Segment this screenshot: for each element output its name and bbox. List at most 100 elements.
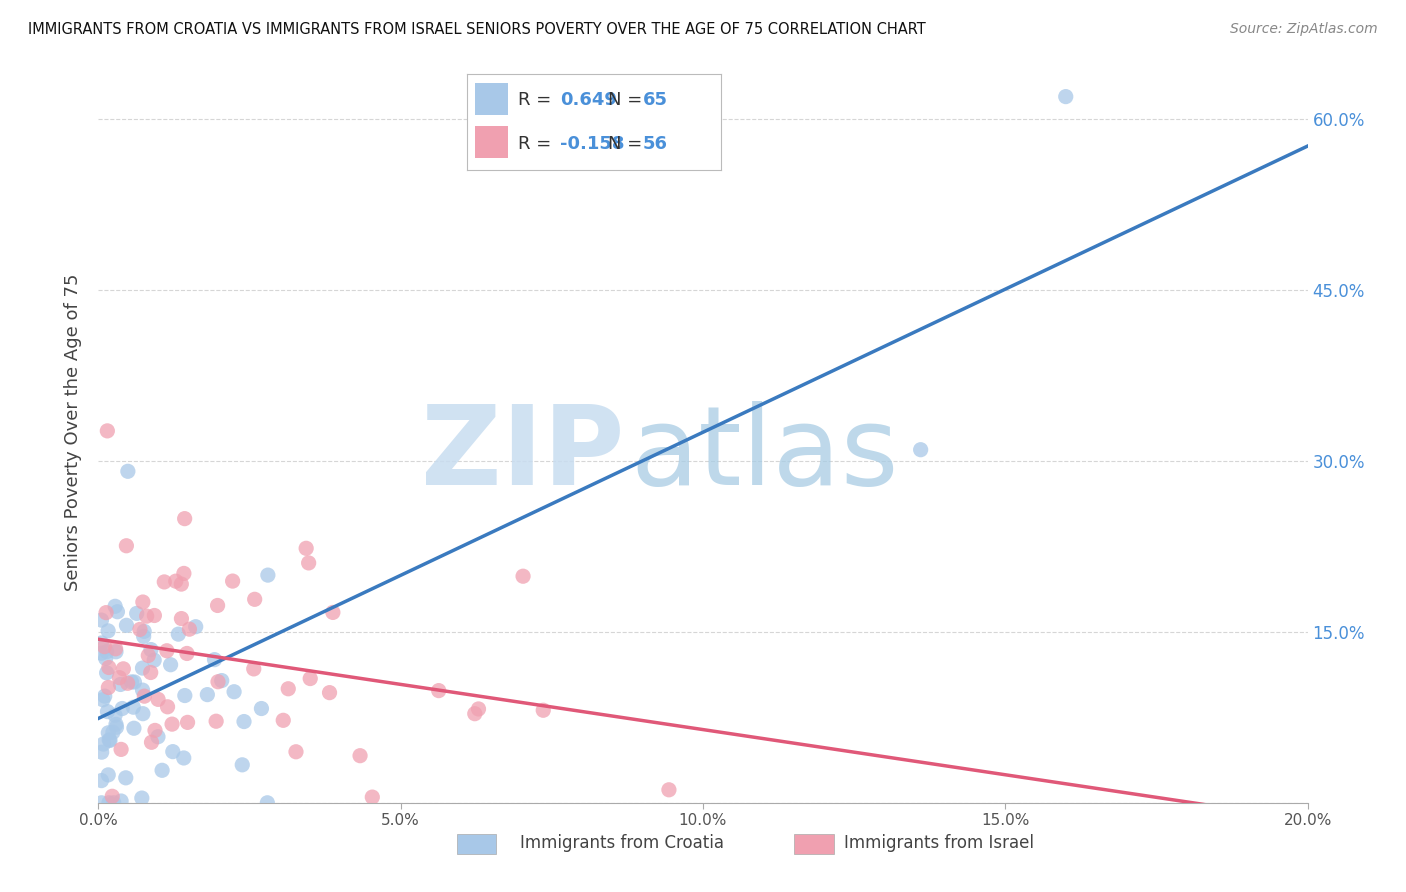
Point: [211, 673, 233, 688]
Point: [207, 599, 229, 613]
Point: [156, 699, 179, 714]
Point: [103, 796, 125, 810]
Point: [121, 674, 143, 689]
Point: [124, 675, 146, 690]
Point: [179, 622, 201, 636]
Point: [134, 689, 156, 703]
Point: [93, 640, 115, 654]
Point: [107, 605, 129, 619]
Point: [176, 715, 198, 730]
Text: ZIP: ZIP: [420, 401, 624, 508]
Point: [97, 660, 120, 674]
Point: [129, 623, 152, 637]
Point: [96, 424, 118, 438]
Point: [176, 647, 198, 661]
Point: [150, 764, 173, 778]
Point: [143, 723, 166, 738]
Point: [204, 653, 226, 667]
Point: [464, 706, 486, 721]
Point: [170, 577, 193, 591]
Point: [143, 608, 166, 623]
Point: [117, 464, 139, 478]
Point: [94, 606, 117, 620]
Point: [90, 773, 112, 788]
Point: [427, 683, 450, 698]
Point: [205, 714, 228, 729]
Point: [143, 653, 166, 667]
Point: [231, 757, 253, 772]
Point: [153, 574, 176, 589]
Point: [271, 714, 294, 728]
Point: [141, 735, 163, 749]
Point: [277, 681, 299, 696]
Point: [97, 726, 120, 740]
Point: [97, 768, 120, 782]
Point: [97, 681, 120, 695]
Point: [101, 789, 124, 804]
Point: [658, 782, 681, 797]
Point: [131, 661, 153, 675]
Point: [910, 442, 932, 457]
Point: [512, 569, 534, 583]
Point: [93, 737, 115, 751]
Point: [94, 651, 117, 665]
Point: [257, 568, 280, 582]
Point: [96, 705, 118, 719]
Point: [136, 648, 159, 663]
Point: [1054, 89, 1077, 103]
Point: [98, 732, 121, 747]
Point: [115, 618, 138, 632]
Point: [173, 751, 195, 765]
Point: [195, 688, 218, 702]
Point: [256, 796, 278, 810]
Point: [104, 708, 127, 723]
Point: [165, 574, 187, 589]
Point: [104, 645, 127, 659]
Point: [299, 672, 322, 686]
Point: [170, 611, 193, 625]
Point: [160, 717, 183, 731]
Point: [110, 677, 132, 691]
Text: atlas: atlas: [630, 401, 898, 508]
Point: [122, 700, 145, 714]
Point: [139, 642, 162, 657]
Point: [104, 717, 127, 731]
Point: [96, 645, 118, 659]
Point: [131, 683, 153, 698]
Point: [322, 606, 344, 620]
Point: [91, 692, 114, 706]
Point: [222, 684, 245, 698]
Point: [115, 539, 138, 553]
Point: [146, 692, 169, 706]
Point: [101, 725, 124, 739]
Point: [98, 796, 121, 810]
Point: [112, 662, 135, 676]
Point: [104, 599, 127, 614]
Point: [159, 657, 181, 672]
Point: [139, 665, 162, 680]
Point: [243, 592, 266, 607]
Point: [125, 607, 148, 621]
Point: [132, 706, 155, 721]
Point: [132, 629, 155, 643]
Point: [242, 662, 264, 676]
Point: [97, 624, 120, 638]
Point: [184, 620, 207, 634]
Point: [111, 701, 134, 715]
Point: [90, 745, 112, 759]
Point: [114, 771, 136, 785]
Point: [531, 703, 554, 717]
Point: [361, 790, 384, 805]
Point: [173, 511, 195, 525]
Y-axis label: Seniors Poverty Over the Age of 75: Seniors Poverty Over the Age of 75: [65, 274, 83, 591]
Point: [146, 730, 169, 744]
Point: [90, 646, 112, 660]
Point: [131, 791, 153, 805]
Point: [90, 636, 112, 650]
Point: [122, 721, 145, 735]
Point: [96, 665, 118, 680]
Point: [233, 714, 256, 729]
Point: [93, 689, 115, 703]
Point: [295, 541, 318, 556]
Point: [156, 644, 179, 658]
